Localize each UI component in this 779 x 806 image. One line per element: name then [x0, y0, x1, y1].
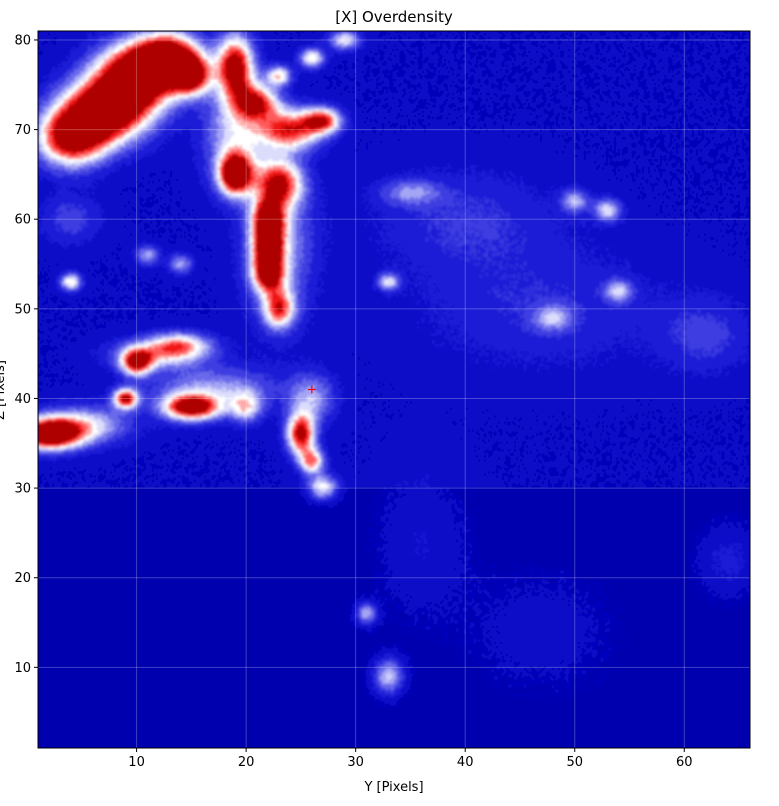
grid-lines	[38, 31, 750, 748]
y-tick-label: 80	[14, 33, 31, 48]
plot-area	[38, 31, 750, 748]
x-tick-label: 50	[566, 755, 583, 770]
x-tick-label: 40	[457, 755, 474, 770]
x-axis: 10 20 30 40 50 60	[128, 748, 693, 770]
y-tick-label: 50	[14, 302, 31, 317]
x-tick-label: 30	[347, 755, 364, 770]
plot-frame	[37, 30, 751, 749]
y-tick-label: 40	[14, 392, 31, 407]
y-tick-label: 30	[14, 482, 31, 497]
y-tick-label: 60	[14, 213, 31, 228]
chart-title: [X] Overdensity	[335, 8, 453, 26]
x-tick-label: 60	[676, 755, 693, 770]
x-tick-label: 10	[128, 755, 145, 770]
center-marker	[307, 385, 316, 394]
x-axis-label: Y [Pixels]	[363, 780, 423, 795]
overdensity-heatmap	[38, 31, 750, 748]
y-axis: 10 20 30 40 50 60 70 80	[14, 33, 38, 676]
y-axis-label: Z [Pixels]	[0, 360, 8, 420]
y-tick-label: 70	[14, 123, 31, 138]
y-tick-label: 10	[14, 661, 31, 676]
y-tick-label: 20	[14, 571, 31, 586]
x-tick-label: 20	[238, 755, 255, 770]
